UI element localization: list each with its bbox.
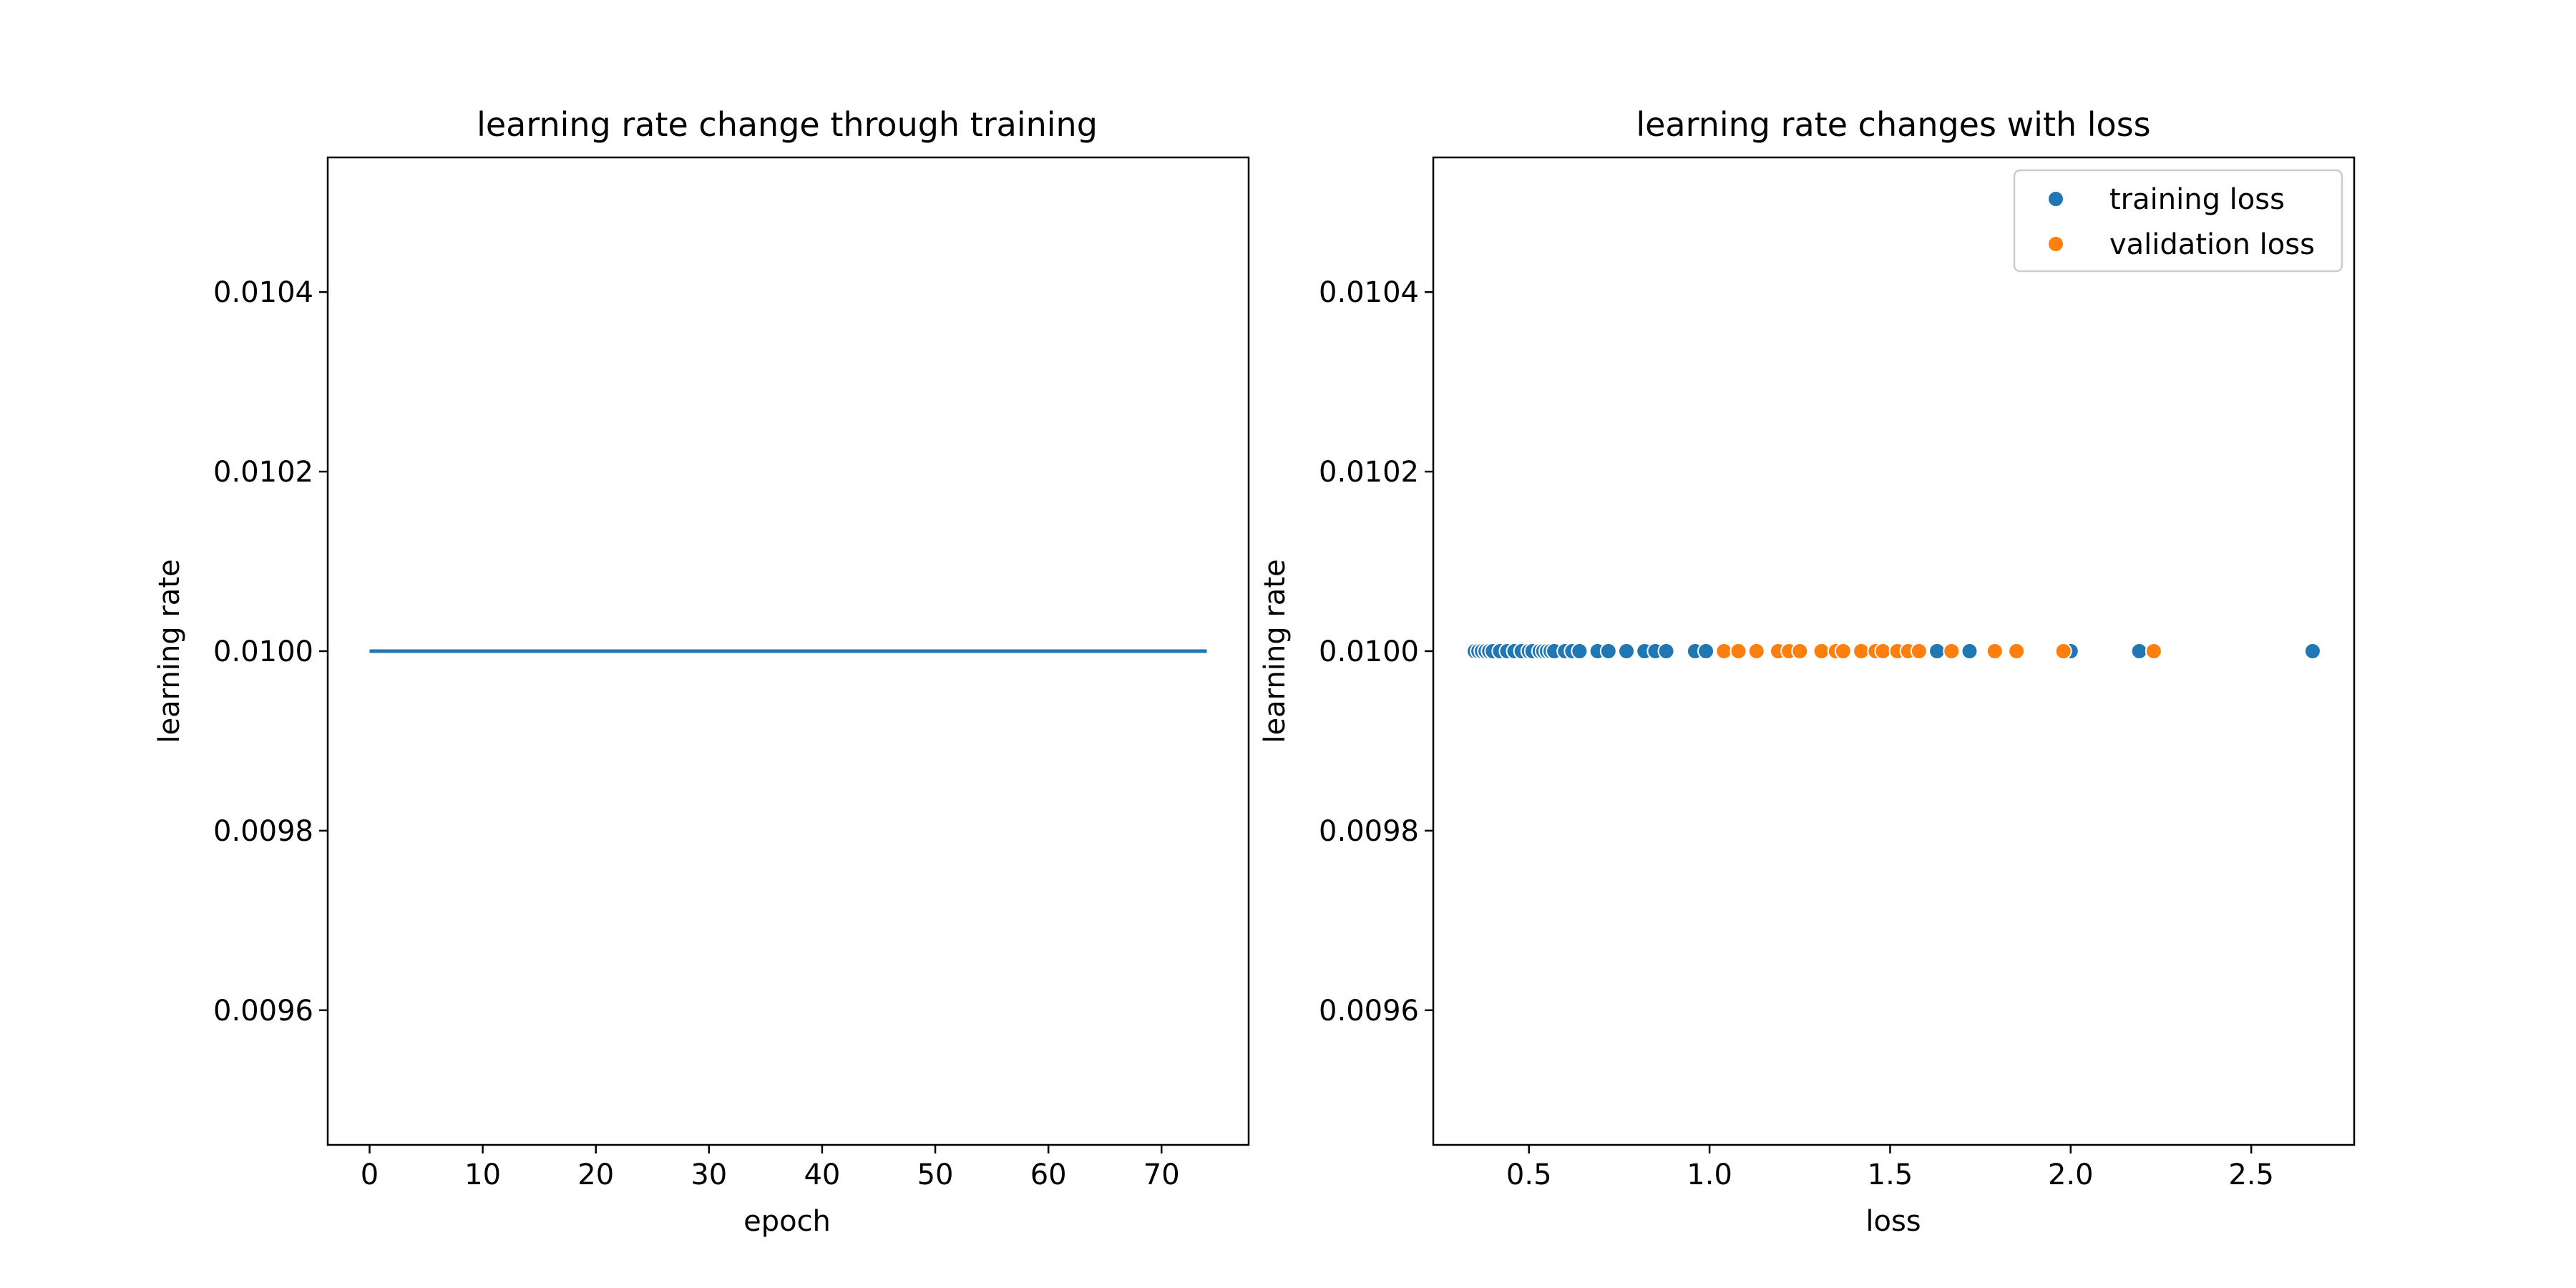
x-tick-label: 1.5: [1868, 1158, 1913, 1191]
scatter-point: [1715, 643, 1733, 660]
x-tick-label: 2.0: [2048, 1158, 2094, 1191]
y-tick-label: 0.0100: [213, 635, 313, 668]
y-tick-label: 0.0102: [1319, 456, 1419, 489]
y-axis-label: learning rate: [1259, 559, 1292, 743]
y-tick-label: 0.0100: [1319, 635, 1419, 668]
scatter-point: [1961, 643, 1979, 660]
x-axis-label: epoch: [743, 1205, 831, 1238]
legend-label-validation-loss: validation loss: [2109, 228, 2315, 261]
x-tick-label: 30: [691, 1158, 727, 1191]
x-axis-label: loss: [1865, 1205, 1921, 1238]
scatter-point: [1813, 643, 1830, 660]
scatter-point: [1834, 643, 1852, 660]
scatter-point: [1599, 643, 1617, 660]
scatter-point: [1729, 643, 1747, 660]
scatter-point: [1747, 643, 1765, 660]
x-tick-label: 60: [1030, 1158, 1067, 1191]
legend-marker-training-loss: [2047, 190, 2064, 208]
chart-learning-rate-vs-epoch: learning rate change through training 0 1…: [153, 105, 1250, 1238]
scatter-point: [1618, 643, 1636, 660]
chart-title: learning rate changes with loss: [1636, 105, 2150, 144]
x-tick-label: 20: [577, 1158, 614, 1191]
scatter-point: [1986, 643, 2004, 660]
chart-title: learning rate change through training: [477, 105, 1098, 144]
scatter-point: [2303, 643, 2321, 660]
y-tick-label: 0.0096: [213, 995, 313, 1028]
x-tick-label: 2.5: [2228, 1158, 2274, 1191]
scatter-point: [1853, 643, 1870, 660]
scatter-point: [1874, 643, 1892, 660]
x-tick-label: 10: [464, 1158, 501, 1191]
plot-area: [1466, 643, 2321, 660]
y-axis-label: learning rate: [153, 559, 186, 743]
y-axis: 0.0096 0.0098 0.0100 0.0102 0.0104: [213, 276, 328, 1028]
scatter-point: [1928, 643, 1946, 660]
y-tick-label: 0.0096: [1319, 995, 1419, 1028]
y-tick-label: 0.0098: [213, 815, 313, 848]
x-axis: 0.5 1.0 1.5 2.0 2.5: [1506, 1145, 2274, 1191]
scatter-point: [1910, 643, 1928, 660]
legend-box: [2013, 169, 2343, 273]
x-tick-label: 1.0: [1687, 1158, 1732, 1191]
x-tick-label: 70: [1143, 1158, 1180, 1191]
scatter-point: [1571, 643, 1589, 660]
x-tick-label: 0: [361, 1158, 379, 1191]
scatter-point: [2054, 643, 2072, 660]
x-tick-label: 40: [804, 1158, 840, 1191]
x-tick-label: 50: [917, 1158, 954, 1191]
y-tick-label: 0.0102: [213, 456, 313, 489]
x-axis: 0 10 20 30 40 50 60 70: [361, 1145, 1180, 1191]
y-tick-label: 0.0098: [1319, 815, 1419, 848]
x-tick-label: 0.5: [1506, 1158, 1552, 1191]
y-axis: 0.0096 0.0098 0.0100 0.0102 0.0104: [1319, 276, 1433, 1028]
scatter-point: [1697, 643, 1715, 660]
scatter-point: [1657, 643, 1675, 660]
legend-marker-validation-loss: [2047, 235, 2064, 253]
legend: training loss validation loss: [2013, 169, 2343, 273]
scatter-point: [1791, 643, 1809, 660]
scatter-point: [1943, 643, 1961, 660]
scatter-point: [2130, 643, 2148, 660]
chart-learning-rate-vs-loss: learning rate changes with loss 0.5 1.0 1.…: [1259, 105, 2356, 1238]
scatter-point: [2145, 643, 2162, 660]
y-tick-label: 0.0104: [1319, 276, 1419, 309]
legend-label-training-loss: training loss: [2109, 183, 2285, 216]
scatter-point: [2008, 643, 2026, 660]
y-tick-label: 0.0104: [213, 276, 313, 309]
